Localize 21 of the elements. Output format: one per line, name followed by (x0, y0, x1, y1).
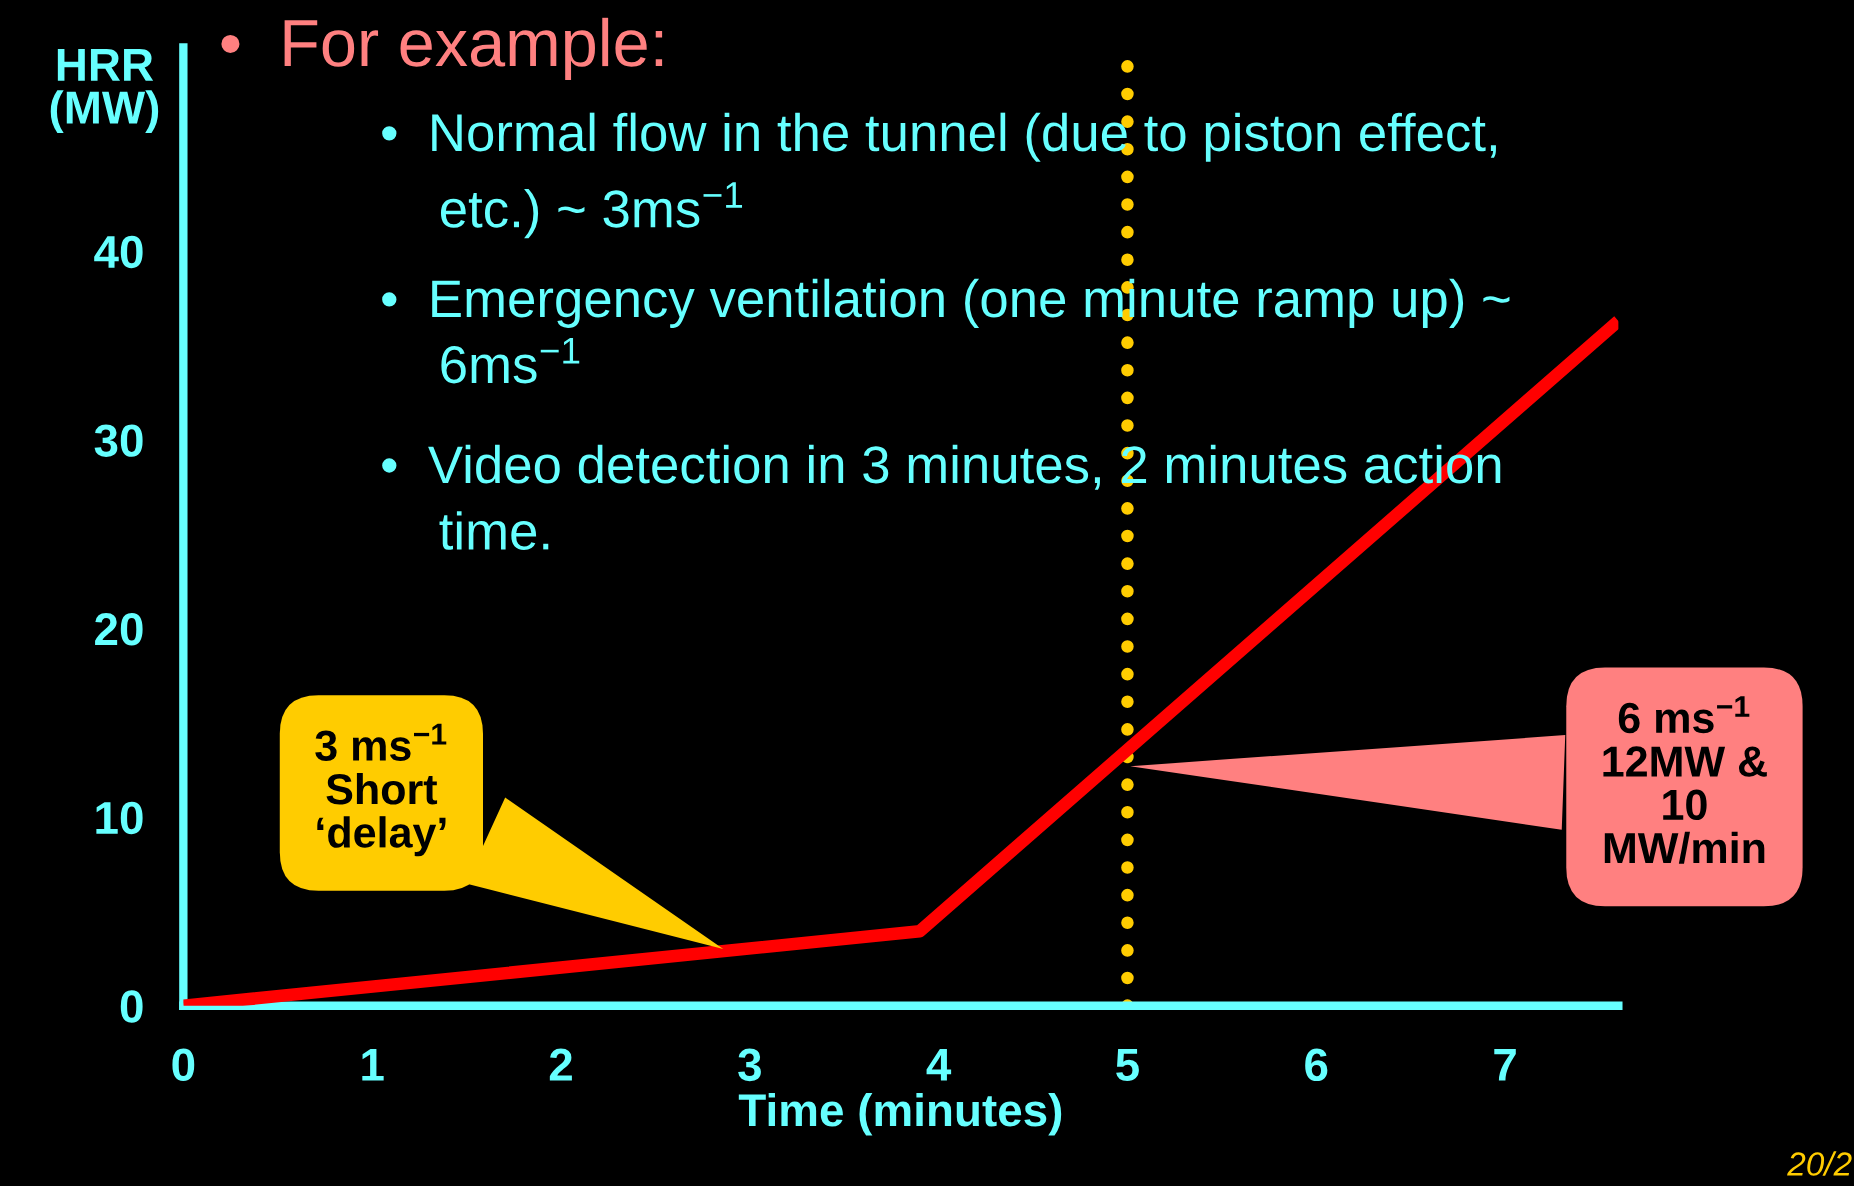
x-tick-label: 1 (362, 1049, 384, 1081)
x-tick-label: 6 (1305, 1048, 1328, 1082)
annotation: • Normal flow in the tunnel (due to piston effect, etc.) ~ 3ms$^{−1}$ (382, 112, 1496, 239)
text: 20/2 (1787, 1151, 1852, 1176)
x-tick-label: 4 (926, 1049, 952, 1081)
annotation: • For example: (221, 17, 663, 80)
annotation: • Emergency ventilation (one minute ramp up) ~ 6ms$^{−1}$ (382, 278, 1510, 384)
annotation: 6 ms$^{−1}$ 12MW & 10 MW/min (1603, 696, 1767, 864)
x-tick-label: 2 (549, 1048, 572, 1081)
y-tick-label: 40 (94, 235, 143, 269)
x-tick-label: 5 (1116, 1049, 1139, 1082)
annotation: 3 ms$^{−1}$ Short ‘delay’ (315, 723, 447, 857)
y-tick-label: 30 (94, 424, 143, 457)
y-axis-title: HRR (MW) (50, 49, 159, 133)
y-tick-label: 20 (95, 613, 143, 646)
x-tick-label: 7 (1494, 1049, 1516, 1081)
x-tick-label: 0 (172, 1048, 195, 1082)
y-tick-label: 0 (120, 990, 143, 1023)
x-axis-title: Time (minutes) (738, 1092, 1062, 1136)
x-tick-label: 3 (738, 1048, 761, 1082)
y-tick-label: 10 (96, 801, 143, 835)
